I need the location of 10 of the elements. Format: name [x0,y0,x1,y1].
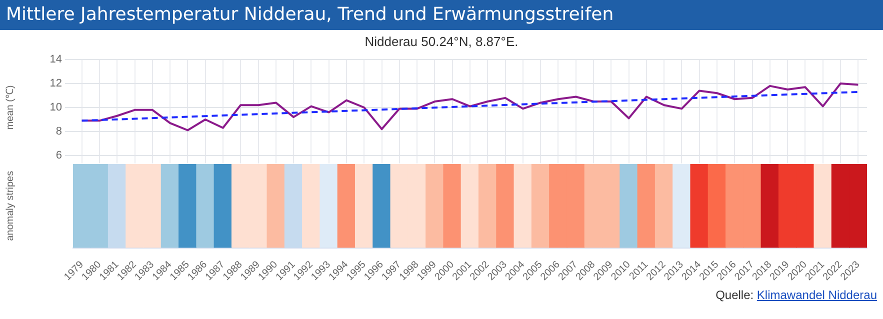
chart-subtitle: Nidderau 50.24°N, 8.87°E. [364,34,520,49]
chart-title: Mittlere Jahrestemperatur Nidderau, Trend und Erwärmungsstreifen [0,0,883,30]
y-tick-label: 6 [56,149,62,162]
y-tick-label: 8 [56,125,62,138]
y-tick-label: 10 [50,102,62,114]
y-axis-title: mean (℃) [4,85,16,130]
y-tick-label: 14 [50,54,62,66]
y-tick-label: 12 [50,78,62,90]
source-note: Quelle: Klimawandel Nidderau [716,288,877,302]
y-axis-title: anomaly stripes [4,170,16,241]
